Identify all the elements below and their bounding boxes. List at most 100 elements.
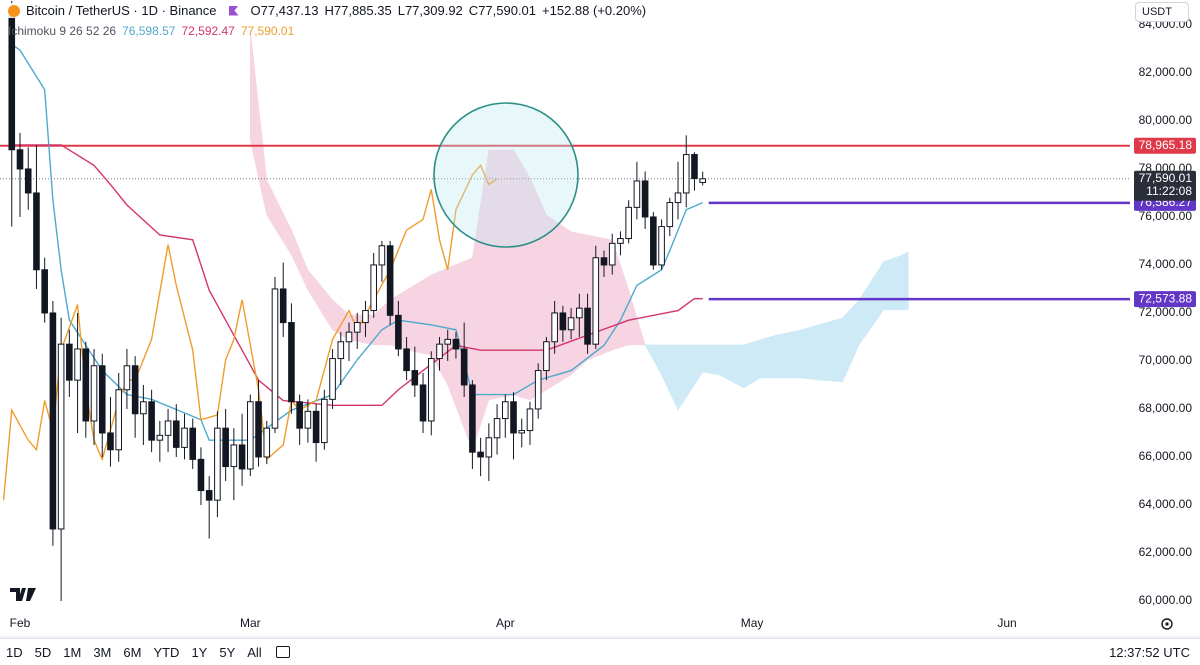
candle-body	[131, 365, 139, 415]
indicator-line	[11, 43, 703, 441]
range-button[interactable]: All	[247, 644, 262, 660]
candle-body	[74, 348, 81, 381]
chart: 60,000.00 62,000.00 64,000.00 66,000.00 68,0…	[0, 0, 1200, 638]
candle-body	[123, 365, 131, 391]
indicator-value: 77,590.01	[240, 24, 295, 38]
candle-body	[592, 257, 600, 345]
tv-logo	[10, 588, 36, 601]
range-button[interactable]: 1Y	[191, 644, 208, 660]
candle-body	[362, 310, 369, 324]
currency-button[interactable]: USDT	[1135, 2, 1189, 22]
range-button[interactable]: YTD	[153, 644, 180, 660]
candle-body	[650, 216, 657, 266]
candle-body	[329, 358, 336, 400]
range-button[interactable]: 1D	[6, 644, 23, 660]
cloud-segment	[644, 344, 662, 376]
y-tick-label: 80,000.00	[1139, 113, 1193, 127]
countdown-label: 11:22:08	[1146, 184, 1192, 198]
candle-body	[658, 226, 665, 266]
price-label: 72,573.88	[1139, 291, 1193, 305]
candle-body	[345, 331, 353, 343]
calendar-button[interactable]	[275, 646, 290, 658]
candle-body	[172, 420, 180, 448]
candle-body	[312, 410, 320, 444]
cloud-segment	[266, 179, 292, 256]
price-label-box	[1134, 291, 1196, 308]
candle-body	[156, 434, 164, 441]
candle-body	[140, 401, 147, 415]
candle-body	[625, 206, 632, 240]
candle-body	[164, 420, 172, 436]
candle-body	[518, 430, 526, 434]
last-price-box	[1134, 170, 1196, 201]
bottom-toolbar: 1D 5D 1M 3M 6M YTD 1Y 5Y All 12:37:52 UTC	[0, 638, 1200, 665]
candle-body	[41, 269, 48, 314]
range-button[interactable]: 3M	[93, 644, 112, 660]
ohlc-key: L	[397, 3, 405, 18]
candle-body	[181, 427, 188, 448]
candle-body	[419, 384, 427, 422]
cloud-segment	[587, 234, 613, 361]
candle-body	[321, 398, 328, 444]
candle-body	[411, 370, 419, 386]
settings-icon[interactable]	[1161, 618, 1173, 630]
ohlc-key: C	[468, 3, 479, 18]
ohlc-key: O	[250, 3, 261, 18]
range-button[interactable]: 1M	[63, 644, 82, 660]
candle-body	[469, 384, 476, 453]
ohlc-value: 77,437.13	[260, 3, 319, 18]
candle-body	[353, 322, 361, 333]
candle-body	[296, 401, 303, 429]
candle-body	[460, 348, 468, 386]
candle-body	[600, 257, 608, 266]
ohlc-value: 77,885.35	[333, 3, 392, 18]
candle-body	[584, 307, 591, 345]
cloud-segment	[406, 274, 432, 356]
ohlc-key: H	[324, 3, 334, 18]
ohlc-low: L77,309.92	[398, 3, 463, 18]
indicator-legend: Ichimoku 9 26 52 26 76,598.57 72,592.47 77…	[8, 24, 294, 38]
candle-body	[66, 343, 73, 381]
candle-body	[403, 348, 410, 372]
range-button[interactable]: 5D	[34, 644, 52, 660]
candle-body	[674, 192, 682, 204]
x-tick-label: Apr	[496, 616, 515, 630]
candle-body	[148, 401, 155, 441]
x-tick-label: Mar	[240, 616, 261, 630]
candle-body	[485, 437, 493, 458]
candle-body	[189, 427, 197, 460]
y-tick-label: 72,000.00	[1139, 305, 1193, 319]
cloud-segment	[250, 29, 268, 216]
candle-body	[386, 245, 394, 316]
y-tick-label: 62,000.00	[1139, 545, 1193, 559]
candle-body	[33, 192, 40, 271]
last-price-label: 77,590.01	[1139, 171, 1193, 185]
candle-body	[608, 242, 616, 266]
y-tick-label: 66,000.00	[1139, 449, 1193, 463]
candle-body	[24, 168, 32, 194]
cloud-segment	[447, 257, 473, 451]
candle-body	[98, 365, 106, 434]
cloud-segment	[883, 255, 901, 311]
candle-body	[691, 154, 698, 180]
cloud-segment	[899, 251, 909, 311]
y-tick-label: 64,000.00	[1139, 497, 1193, 511]
candle-body	[526, 408, 534, 432]
candle-body	[477, 451, 484, 458]
candle-body	[238, 444, 246, 470]
x-tick-label: May	[741, 616, 764, 630]
flag-icon[interactable]	[228, 5, 239, 16]
indicator-name[interactable]: Ichimoku 9 26 52 26	[8, 24, 117, 38]
candle-body	[271, 288, 279, 429]
price-label: 78,965.18	[1139, 138, 1193, 152]
x-tick-label: Jun	[997, 616, 1016, 630]
x-tick-label: Feb	[10, 616, 31, 630]
range-button[interactable]: 6M	[123, 644, 142, 660]
candle-body	[395, 314, 402, 350]
candle-body	[378, 245, 386, 266]
candle-body	[49, 312, 57, 530]
range-button[interactable]: 5Y	[219, 644, 236, 660]
symbol[interactable]: Bitcoin / TetherUS · 1D · Binance	[26, 3, 217, 18]
cloud-segment	[661, 344, 679, 411]
y-tick-label: 60,000.00	[1139, 593, 1193, 607]
